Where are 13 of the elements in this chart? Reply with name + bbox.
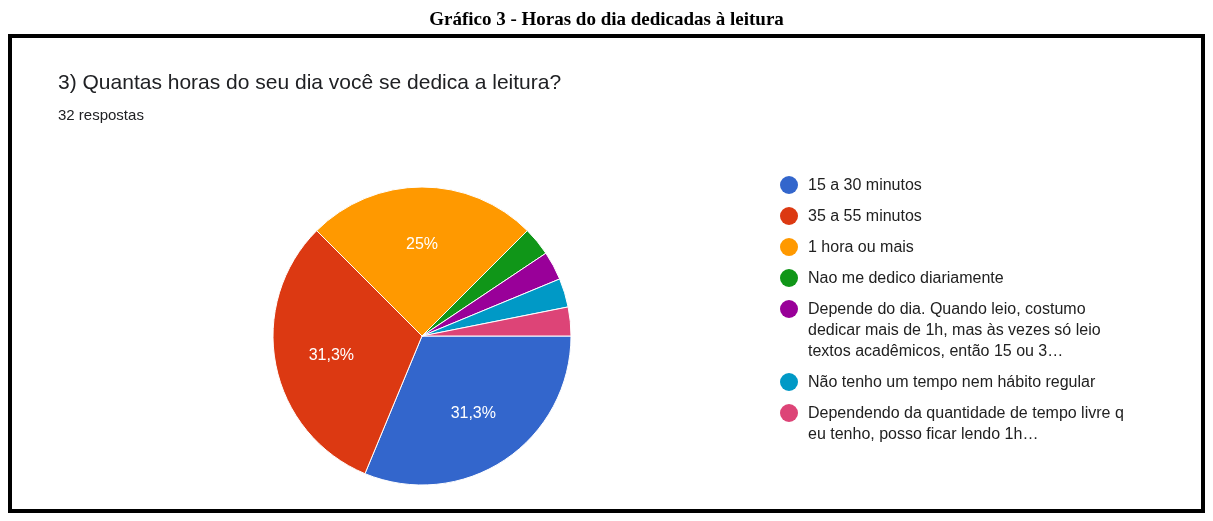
legend-label: Dependendo da quantidade de tempo livre q eu tenho, posso ficar lendo 1h…	[808, 403, 1125, 444]
legend-label: 1 hora ou mais	[808, 237, 915, 257]
legend-label: 15 a 30 minutos	[808, 175, 923, 195]
legend-label: Depende do dia. Quando leio, costumo dedicar mais de 1h, mas às vezes só leio textos acadêmicos, então 15 ou 3…	[808, 299, 1102, 361]
chart-subtitle: 3) Quantas horas do seu dia você se dedica a leitura?	[58, 70, 562, 94]
text: 32 respostas	[58, 106, 144, 123]
data-label: 31,3%	[450, 404, 497, 422]
chart-title: Gráfico 3 - Horas do dia dedicadas à leitura	[428, 8, 785, 31]
legend-label: 35 a 55 minutos	[808, 206, 923, 226]
data-label: 31,3%	[308, 345, 355, 363]
data-label: 25%	[405, 235, 439, 253]
legend-label: Nao me dedico diariamente	[808, 268, 1005, 288]
legend-label: Não tenho um tempo nem hábito regular	[808, 372, 1097, 392]
